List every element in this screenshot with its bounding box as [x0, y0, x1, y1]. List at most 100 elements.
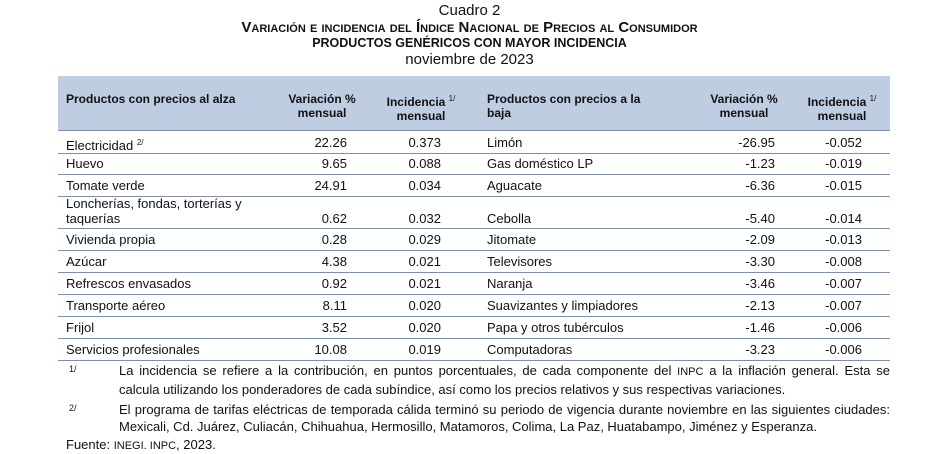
baja-product-cell: Cebolla: [487, 211, 687, 226]
variacion-up-cell: 9.65: [258, 156, 347, 171]
incidencia-down-cell-text: -0.052: [825, 135, 862, 150]
variacion-down-cell-text: -26.95: [738, 135, 775, 150]
alza-product-cell: Huevo: [66, 156, 276, 171]
incidencia-up-cell-text: 0.034: [408, 178, 441, 193]
table-row: Frijol 3.52 0.020 Papa y otros tubérculos -1…: [58, 316, 890, 339]
variacion-up-cell-text: 8.11: [322, 298, 347, 313]
table-row: Vivienda propia 0.28 0.029 Jitomate -2.09 -0.…: [58, 228, 890, 251]
alza-product-cell: Electricidad 2/: [66, 135, 276, 153]
incidencia-down-cell: -0.006: [758, 320, 862, 335]
baja-product-cell-text: Jitomate: [487, 232, 537, 247]
variacion-up-cell: 10.08: [258, 342, 347, 357]
incidencia-down-cell: -0.008: [758, 254, 862, 269]
incidencia-down-cell: -0.007: [758, 276, 862, 291]
variacion-down-cell: -2.13: [678, 298, 775, 313]
baja-product-cell-text: Naranja: [487, 276, 533, 291]
table-row: Tomate verde 24.91 0.034 Aguacate -6.36 -0.01…: [58, 174, 890, 197]
variacion-down-cell-text: -2.09: [745, 232, 775, 247]
incidencia-down-cell-text: -0.015: [825, 178, 862, 193]
baja-product-cell: Aguacate: [487, 178, 687, 193]
variacion-up-cell-text: 0.62: [321, 211, 347, 226]
footnotes: 1/La incidencia se refiere a la contribu…: [58, 362, 890, 435]
variacion-down-cell-text: -3.23: [745, 342, 775, 357]
footnote-2: 2/El programa de tarifas eléctricas de t…: [69, 402, 890, 434]
incidencia-down-cell-text: -0.006: [825, 342, 862, 357]
alza-product-cell-text: Servicios profesionales: [66, 342, 200, 357]
incidencia-up-cell: 0.020: [358, 320, 441, 335]
variacion-up-cell-text: 24.91: [314, 178, 347, 193]
alza-product-cell: Vivienda propia: [66, 232, 276, 247]
baja-product-cell-text: Papa y otros tubérculos: [487, 320, 624, 335]
alza-product-cell-text: Loncherías, fondas, torterías y taquería…: [66, 196, 242, 226]
table-row: Loncherías, fondas, torterías y taquería…: [58, 196, 890, 229]
header-variacion-up: Variación % mensual: [288, 92, 356, 120]
variacion-down-cell-text: -5.40: [745, 211, 775, 226]
incidencia-down-cell: -0.052: [758, 135, 862, 150]
variacion-up-cell: 22.26: [258, 135, 347, 150]
data-table: Productos con precios al alza Variación …: [58, 76, 890, 364]
variacion-down-cell: -1.46: [678, 320, 775, 335]
alza-product-cell: Tomate verde: [66, 178, 276, 193]
incidencia-down-cell-text: -0.014: [825, 211, 862, 226]
variacion-up-cell: 0.92: [258, 276, 347, 291]
variacion-up-cell-text: 9.65: [321, 156, 347, 171]
table-row: Huevo 9.65 0.088 Gas doméstico LP -1.23 -0.01…: [58, 152, 890, 175]
incidencia-up-cell-text: 0.373: [408, 135, 441, 150]
baja-product-cell-text: Gas doméstico LP: [487, 156, 594, 171]
variacion-up-cell-text: 3.52: [321, 320, 347, 335]
baja-product-cell-text: Computadoras: [487, 342, 573, 357]
baja-product-cell: Gas doméstico LP: [487, 156, 687, 171]
variacion-down-cell: -3.30: [678, 254, 775, 269]
incidencia-up-cell-text: 0.020: [408, 298, 441, 313]
alza-product-cell-text: Azúcar: [66, 254, 107, 269]
variacion-up-cell: 8.11: [258, 298, 347, 313]
incidencia-up-cell-text: 0.032: [408, 211, 441, 226]
title-block: Cuadro 2 Variación e incidencia del Índi…: [0, 2, 939, 68]
incidencia-up-cell-text: 0.029: [408, 232, 441, 247]
header-incidencia-up: Incidencia 1/mensual: [386, 94, 456, 123]
baja-product-cell: Naranja: [487, 276, 687, 291]
incidencia-up-cell-text: 0.019: [408, 342, 441, 357]
variacion-down-cell-text: -1.23: [745, 156, 775, 171]
incidencia-up-cell-text: 0.020: [408, 320, 441, 335]
baja-product-cell-text: Limón: [487, 135, 523, 150]
main-title: Variación e incidencia del Índice Nacion…: [241, 19, 698, 36]
variacion-down-cell: -6.36: [678, 178, 775, 193]
incidencia-down-cell-text: -0.006: [825, 320, 862, 335]
incidencia-up-cell: 0.021: [358, 254, 441, 269]
incidencia-up-cell: 0.020: [358, 298, 441, 313]
variacion-up-cell: 3.52: [258, 320, 347, 335]
variacion-down-cell: -3.46: [678, 276, 775, 291]
source-line: Fuente: INEGI. INPC, 2023.: [66, 437, 216, 452]
variacion-down-cell: -1.23: [678, 156, 775, 171]
incidencia-up-cell: 0.373: [358, 135, 441, 150]
incidencia-down-cell: -0.014: [758, 211, 862, 226]
incidencia-up-cell: 0.032: [358, 211, 441, 226]
incidencia-down-cell: -0.006: [758, 342, 862, 357]
variacion-down-cell-text: -1.46: [745, 320, 775, 335]
footnote-1: 1/La incidencia se refiere a la contribu…: [69, 363, 891, 397]
period: noviembre de 2023: [405, 51, 534, 68]
variacion-up-cell: 0.28: [258, 232, 347, 247]
footnote-ref: 2/: [136, 138, 144, 147]
incidencia-up-cell-text: 0.021: [408, 276, 441, 291]
variacion-down-cell: -26.95: [678, 135, 775, 150]
table-row: Servicios profesionales 10.08 0.019 Computa…: [58, 338, 890, 361]
incidencia-down-cell-text: -0.013: [825, 232, 862, 247]
variacion-up-cell-text: 22.26: [314, 135, 347, 150]
baja-product-cell: Computadoras: [487, 342, 687, 357]
baja-product-cell-text: Aguacate: [487, 178, 542, 193]
table-row: Transporte aéreo 8.11 0.020 Suavizantes y l…: [58, 294, 890, 317]
incidencia-up-cell: 0.034: [358, 178, 441, 193]
header-alza-product: Productos con precios al alza: [66, 92, 236, 106]
subtitle: PRODUCTOS GENÉRICOS CON MAYOR INCIDENCIA: [312, 36, 627, 50]
table-header: Productos con precios al alza Variación …: [58, 76, 890, 130]
incidencia-down-cell-text: -0.007: [825, 298, 862, 313]
alza-product-cell-text: Vivienda propia: [66, 232, 156, 247]
footnote-mark: 2/: [69, 403, 77, 413]
baja-product-cell-text: Cebolla: [487, 211, 532, 226]
variacion-down-cell: -3.23: [678, 342, 775, 357]
incidencia-up-cell: 0.021: [358, 276, 441, 291]
baja-product-cell-text: Televisores: [487, 254, 553, 269]
incidencia-down-cell: -0.013: [758, 232, 862, 247]
